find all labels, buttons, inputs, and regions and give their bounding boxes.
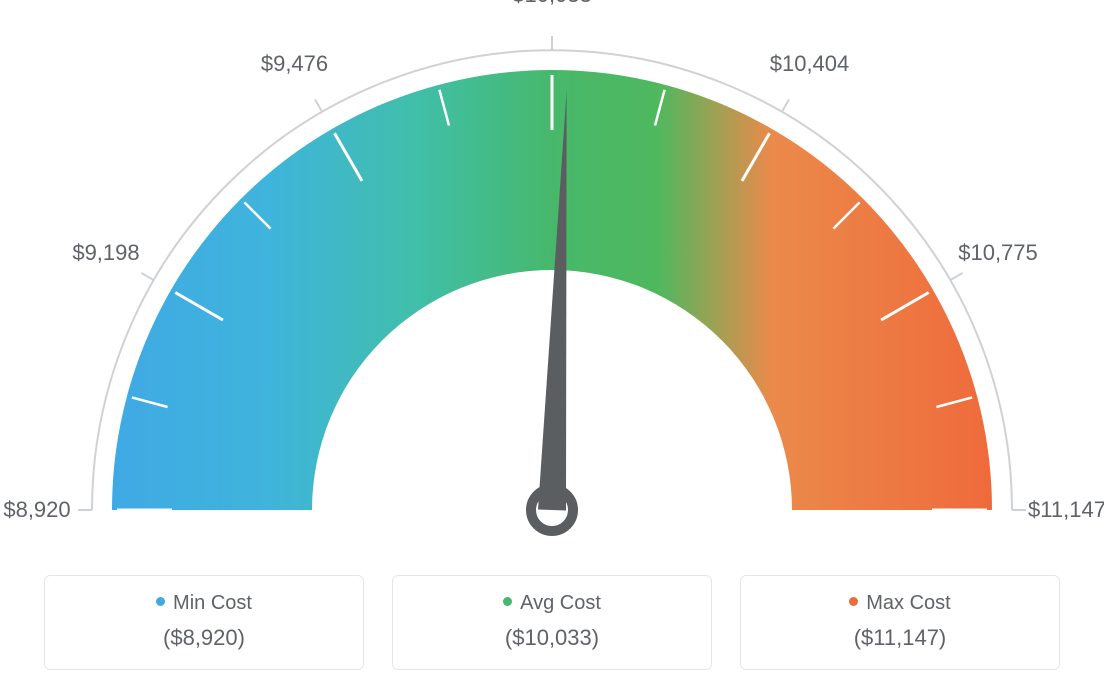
dot-icon [849, 597, 858, 606]
dot-icon [156, 597, 165, 606]
gauge-tick-label: $9,198 [72, 240, 139, 266]
legend-value-max: ($11,147) [751, 625, 1049, 651]
legend-card-min: Min Cost ($8,920) [44, 575, 364, 670]
legend-title-avg: Avg Cost [403, 592, 701, 615]
legend-title-text: Max Cost [866, 592, 950, 614]
gauge-chart: $8,920 $9,198 $9,476 $10,033 $10,404 $10,775 $… [0, 0, 1104, 560]
legend-title-max: Max Cost [751, 592, 1049, 615]
legend-value-min: ($8,920) [55, 625, 353, 651]
gauge-tick-label: $10,033 [512, 0, 592, 8]
legend-title-text: Avg Cost [520, 592, 601, 614]
legend-row: Min Cost ($8,920) Avg Cost ($10,033) Max… [0, 575, 1104, 670]
gauge-tick-label: $11,147 [1028, 497, 1104, 523]
legend-value-avg: ($10,033) [403, 625, 701, 651]
legend-title-min: Min Cost [55, 592, 353, 615]
gauge-tick-label: $8,920 [3, 497, 70, 523]
legend-card-max: Max Cost ($11,147) [740, 575, 1060, 670]
legend-card-avg: Avg Cost ($10,033) [392, 575, 712, 670]
gauge-tick-label: $10,775 [958, 240, 1038, 266]
gauge-tick-label: $9,476 [261, 51, 328, 77]
gauge-svg [0, 0, 1104, 560]
legend-title-text: Min Cost [173, 592, 252, 614]
gauge-tick-label: $10,404 [770, 51, 850, 77]
dot-icon [503, 597, 512, 606]
